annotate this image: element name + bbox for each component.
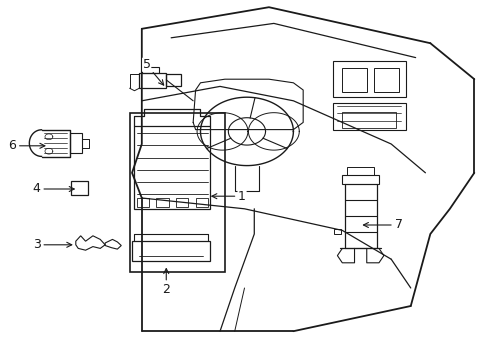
Bar: [346, 167, 373, 175]
Bar: [132, 241, 210, 261]
Bar: [342, 175, 378, 184]
Bar: [166, 74, 181, 86]
Text: 1: 1: [211, 190, 245, 203]
Bar: [70, 133, 82, 153]
Text: 6: 6: [8, 139, 45, 152]
Text: 3: 3: [33, 238, 72, 251]
Bar: [342, 112, 395, 128]
Bar: [137, 198, 149, 207]
Bar: [332, 103, 405, 130]
Bar: [71, 181, 88, 195]
Bar: [342, 68, 366, 92]
Text: 2: 2: [162, 269, 170, 296]
Bar: [333, 229, 341, 234]
Text: 4: 4: [33, 183, 74, 195]
Bar: [195, 198, 207, 207]
Bar: [156, 198, 168, 207]
Bar: [142, 67, 159, 73]
Bar: [373, 68, 398, 92]
Bar: [332, 61, 405, 97]
Text: 7: 7: [363, 219, 402, 231]
Bar: [176, 198, 188, 207]
Text: 5: 5: [142, 58, 163, 85]
Bar: [129, 113, 224, 272]
Bar: [139, 73, 166, 88]
Bar: [134, 126, 210, 209]
